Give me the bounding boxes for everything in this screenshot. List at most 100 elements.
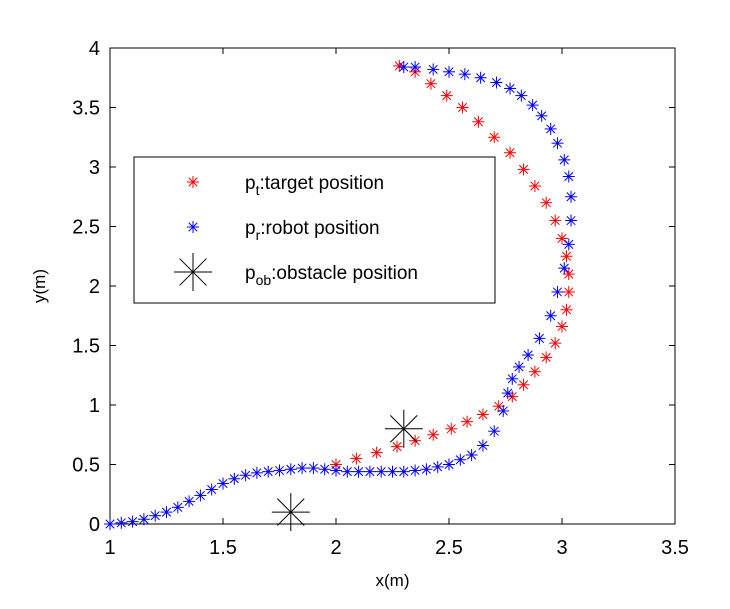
y-axis-title: y(m): [30, 269, 49, 303]
robot-point: [386, 465, 399, 478]
marker-stroke: [139, 514, 149, 524]
robot-point: [501, 387, 514, 400]
marker-stroke: [195, 490, 205, 501]
marker-stroke: [263, 467, 273, 477]
marker-stroke: [507, 392, 517, 402]
marker-stroke: [566, 215, 576, 226]
marker-stroke: [188, 177, 198, 187]
marker-stroke: [473, 117, 483, 127]
robot-point: [307, 462, 320, 475]
marker-stroke: [392, 442, 402, 452]
target-point: [556, 232, 568, 245]
marker-stroke: [467, 450, 477, 460]
robot-point: [409, 464, 422, 477]
marker-stroke: [376, 467, 386, 477]
robot-point: [284, 463, 297, 476]
marker-stroke: [444, 459, 454, 470]
marker-stroke: [552, 138, 563, 148]
marker-stroke: [184, 496, 194, 506]
x-tick-label: 3.5: [661, 537, 689, 559]
x-tick-label: 2.5: [435, 537, 463, 559]
robot-point: [375, 465, 388, 478]
target-point: [456, 101, 469, 114]
marker-stroke: [505, 148, 515, 158]
obstacle-point: [271, 493, 310, 532]
robot-point: [341, 465, 354, 478]
marker-stroke: [460, 69, 470, 79]
legend-label: :target position: [259, 173, 384, 194]
obstacle-point: [384, 409, 423, 448]
marker-stroke: [342, 467, 352, 477]
robot-point: [513, 360, 526, 373]
target-point: [540, 351, 553, 364]
robot-point: [171, 501, 184, 514]
robot-point: [250, 466, 263, 479]
marker-stroke: [557, 321, 567, 332]
marker-stroke: [537, 111, 547, 121]
x-tick-label: 2: [330, 537, 341, 559]
robot-point: [565, 190, 578, 203]
robot-point: [476, 439, 489, 452]
marker-stroke: [566, 192, 576, 202]
robot-point: [474, 71, 487, 84]
robot-point: [115, 516, 128, 529]
marker-stroke: [546, 311, 556, 321]
marker-stroke: [188, 222, 198, 232]
target-point: [528, 180, 541, 193]
marker-stroke: [462, 417, 472, 427]
y-tick-label: 2: [89, 276, 100, 298]
robot-point: [544, 122, 557, 135]
robot-point: [363, 465, 376, 478]
robot-point: [318, 463, 331, 476]
marker-stroke: [564, 287, 574, 297]
target-point: [549, 214, 562, 227]
legend-entry-target: pt:target position: [245, 173, 384, 198]
target-point: [350, 452, 363, 465]
robot-point: [551, 137, 564, 150]
robot-point: [427, 63, 440, 76]
target-point: [391, 440, 404, 453]
target-point: [488, 131, 501, 144]
robot-point: [443, 458, 455, 471]
legend-label: :obstacle position: [271, 263, 418, 284]
marker-stroke: [491, 77, 502, 88]
robot-point: [352, 465, 365, 478]
marker-stroke: [207, 484, 217, 495]
target-point: [517, 378, 530, 391]
marker-stroke: [514, 362, 524, 372]
marker-stroke: [297, 463, 307, 473]
marker-stroke: [530, 181, 540, 191]
marker-stroke: [561, 251, 572, 261]
marker-stroke: [274, 465, 285, 476]
marker-stroke: [229, 474, 239, 484]
target-point: [556, 320, 568, 333]
marker-stroke: [308, 463, 318, 473]
marker-stroke: [428, 430, 438, 440]
marker-stroke: [351, 453, 361, 464]
y-tick-label: 3: [89, 157, 100, 179]
marker-stroke: [505, 83, 515, 94]
marker-stroke: [365, 467, 375, 477]
robot-point: [217, 477, 229, 490]
robot-point: [533, 332, 546, 345]
marker-stroke: [399, 62, 409, 72]
target-point: [440, 89, 453, 102]
robot-point: [522, 349, 535, 362]
target-point: [549, 337, 562, 350]
x-tick-label: 3: [556, 537, 567, 559]
marker-stroke: [320, 464, 330, 474]
marker-stroke: [546, 124, 556, 134]
marker-stroke: [550, 215, 560, 226]
marker-stroke: [559, 155, 569, 165]
robot-point: [104, 518, 116, 530]
robot-point: [262, 465, 275, 478]
robot-point: [544, 309, 557, 322]
marker-stroke: [277, 498, 305, 526]
marker-stroke: [478, 409, 488, 420]
target-point: [540, 196, 553, 209]
marker-stroke: [550, 338, 560, 348]
robot-point: [160, 506, 173, 519]
marker-stroke: [530, 367, 540, 377]
